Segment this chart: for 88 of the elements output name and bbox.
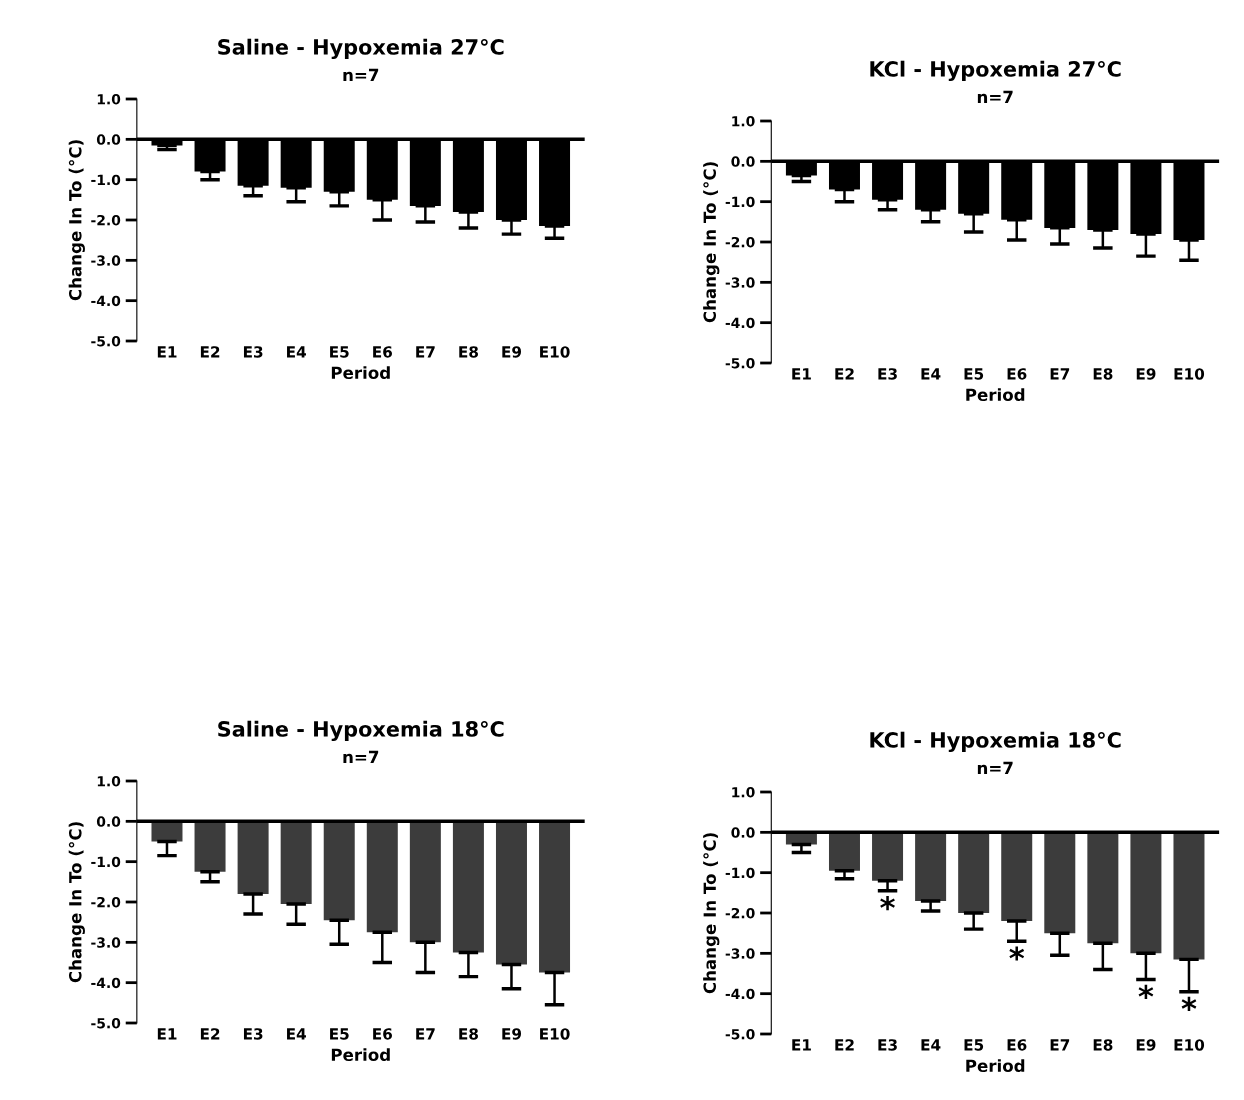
y-tick-label: -4.0 [725, 317, 755, 329]
y-tick-label: 1.0 [732, 115, 755, 127]
y-axis-title: Change In To (°C) [68, 822, 85, 983]
y-tick-label: -1.0 [91, 856, 121, 868]
x-tick-label: E3 [878, 368, 897, 380]
y-tick-label: -1.0 [725, 196, 755, 208]
x-tick-label: E9 [1136, 1039, 1156, 1051]
y-tick-label: -4.0 [91, 977, 121, 989]
chart-subtitle: n=7 [343, 750, 379, 764]
x-tick-label: E1 [792, 1039, 811, 1051]
y-tick-label: -3.0 [91, 255, 121, 266]
y-tick-label: -2.0 [725, 236, 755, 248]
x-tick-label: E4 [921, 368, 941, 380]
y-tick-label: -5.0 [725, 1028, 755, 1040]
y-tick-label: 1.0 [97, 775, 121, 787]
x-tick-label: E3 [243, 346, 263, 358]
y-tick-label: -1.0 [91, 174, 121, 186]
x-tick-label: E8 [1093, 368, 1113, 380]
chart-title: Saline - Hypoxemia 27°C [218, 38, 504, 60]
x-tick-label: E5 [330, 1028, 349, 1040]
chart-title: KCl - Hypoxemia 18°C [870, 731, 1121, 753]
x-axis-title: Period [331, 366, 390, 380]
annotation: * [1009, 946, 1025, 961]
y-tick-label: -3.0 [725, 948, 755, 959]
x-tick-label: E3 [243, 1028, 263, 1040]
x-tick-label: E10 [540, 346, 570, 358]
chart-title: Saline - Hypoxemia 18°C [218, 720, 504, 742]
y-tick-label: -2.0 [725, 907, 755, 919]
x-tick-label: E2 [200, 346, 220, 358]
x-tick-label: E5 [964, 1039, 984, 1051]
y-tick-label: -3.0 [725, 277, 755, 288]
y-tick-label: 1.0 [732, 786, 755, 798]
y-tick-label: -5.0 [725, 357, 755, 369]
x-tick-label: E7 [1050, 1039, 1070, 1051]
x-tick-label: E4 [287, 346, 306, 358]
x-tick-label: E8 [459, 346, 478, 358]
x-tick-label: E3 [878, 1039, 897, 1051]
x-tick-label: E10 [540, 1028, 570, 1040]
y-tick-label: -1.0 [725, 867, 755, 879]
x-tick-label: E9 [502, 346, 522, 358]
chart-title: KCl - Hypoxemia 27°C [870, 60, 1121, 82]
x-tick-label: E9 [1136, 368, 1156, 380]
x-tick-label: E2 [835, 1039, 854, 1051]
y-tick-label: 0.0 [731, 156, 755, 167]
annotation: * [880, 896, 895, 911]
annotation: * [1181, 996, 1197, 1012]
x-tick-label: E7 [416, 346, 435, 358]
y-tick-label: 0.0 [96, 816, 121, 827]
x-tick-label: E6 [1007, 368, 1027, 380]
chart-subtitle: n=7 [977, 90, 1013, 104]
x-tick-label: E1 [157, 346, 177, 358]
x-tick-label: E6 [373, 1028, 392, 1040]
x-tick-label: E6 [1007, 1039, 1027, 1051]
y-tick-label: 0.0 [731, 827, 755, 838]
y-tick-label: -2.0 [91, 896, 121, 908]
y-axis-title: Change In To (°C) [68, 140, 85, 301]
x-tick-label: E6 [373, 346, 392, 358]
x-axis-title: Period [331, 1048, 390, 1062]
y-tick-label: -5.0 [91, 335, 121, 347]
x-tick-label: E9 [502, 1028, 522, 1040]
chart-subtitle: n=7 [343, 68, 379, 82]
y-tick-label: 1.0 [97, 93, 121, 105]
x-tick-label: E7 [416, 1028, 435, 1040]
x-tick-label: E8 [459, 1028, 478, 1040]
y-tick-label: -5.0 [91, 1017, 121, 1029]
x-tick-label: E2 [200, 1028, 220, 1040]
x-tick-label: E4 [921, 1039, 941, 1051]
y-tick-label: -3.0 [91, 937, 121, 948]
x-tick-label: E1 [792, 368, 811, 380]
x-axis-title: Period [966, 1059, 1025, 1073]
annotation: * [1138, 984, 1154, 999]
x-tick-label: E8 [1093, 1039, 1113, 1051]
x-tick-label: E5 [964, 368, 984, 380]
chart-subtitle: n=7 [977, 761, 1013, 775]
y-tick-label: -4.0 [725, 988, 755, 1000]
x-tick-label: E10 [1174, 1039, 1205, 1051]
x-tick-label: E2 [835, 368, 854, 380]
y-tick-label: 0.0 [96, 134, 121, 145]
x-tick-label: E1 [157, 1028, 177, 1040]
y-tick-label: -2.0 [91, 214, 121, 226]
x-tick-label: E10 [1174, 368, 1205, 380]
x-tick-label: E4 [287, 1028, 306, 1040]
x-tick-label: E7 [1050, 368, 1070, 380]
x-axis-title: Period [966, 388, 1025, 402]
x-tick-label: E5 [330, 346, 349, 358]
y-axis-title: Change In To (°C) [703, 833, 720, 994]
y-axis-title: Change In To (°C) [703, 162, 720, 323]
y-tick-label: -4.0 [91, 295, 121, 307]
